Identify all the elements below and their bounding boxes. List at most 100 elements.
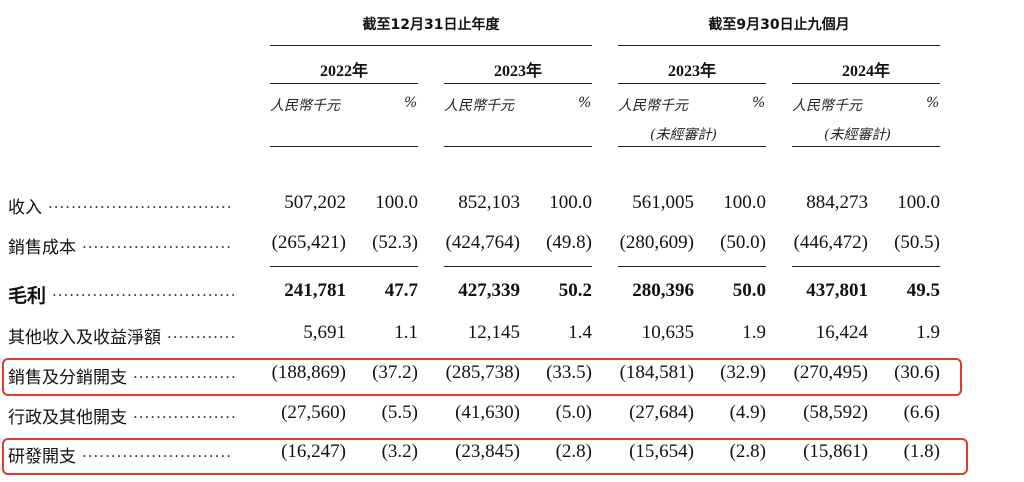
year-header-2023: 2023年 (493, 63, 542, 80)
header-bottom-rule (792, 146, 940, 147)
percent-cell: 50.2 (558, 280, 592, 301)
group-rule-nine-months (618, 45, 940, 46)
amount-cell: (184,581) (619, 362, 694, 383)
percent-cell: 50.0 (732, 280, 766, 301)
amount-cell: 561,005 (632, 192, 694, 213)
subtotal-rule (618, 266, 766, 267)
amount-cell: (23,845) (455, 441, 520, 462)
percent-cell: (32.9) (720, 362, 766, 383)
leader-dots: .................. (133, 364, 237, 382)
unit-label: 人民幣千元 (444, 98, 514, 114)
row-label: 收入 (8, 198, 42, 218)
year-header-2023-nine-months: 2023年 (667, 63, 716, 80)
amount-cell: (41,630) (455, 402, 520, 423)
percent-cell: (2.8) (555, 441, 592, 462)
percent-cell: (49.8) (546, 232, 592, 253)
amount-cell: (280,609) (619, 232, 694, 253)
group-header-fiscal-year: 截至12月31日止年度 (362, 17, 500, 33)
subtotal-rule (444, 266, 592, 267)
row-label: 研發開支 (8, 447, 76, 467)
leader-dots: ................................ (52, 282, 237, 300)
row-label: 行政及其他開支 (8, 408, 127, 428)
unit-label: 人民幣千元 (792, 98, 862, 114)
amount-cell: (16,247) (281, 441, 346, 462)
amount-cell: 437,801 (806, 280, 868, 301)
amount-cell: 10,635 (641, 322, 694, 343)
amount-cell: 507,202 (284, 192, 346, 213)
year-rule (618, 83, 766, 84)
percent-cell: 1.9 (742, 322, 766, 343)
percent-cell: (6.6) (903, 402, 940, 423)
amount-cell: 5,691 (303, 322, 346, 343)
percent-cell: (37.2) (372, 362, 418, 383)
amount-cell: (446,472) (793, 232, 868, 253)
amount-cell: 280,396 (632, 280, 694, 301)
percent-cell: (50.0) (720, 232, 766, 253)
leader-dots: .......................... (82, 443, 232, 461)
leader-dots: .................. (133, 404, 237, 422)
subtotal-rule (270, 266, 418, 267)
year-rule (792, 83, 940, 84)
percent-cell: 100.0 (375, 192, 418, 213)
amount-cell: (27,560) (281, 402, 346, 423)
amount-cell: (265,421) (271, 232, 346, 253)
amount-cell: (285,738) (445, 362, 520, 383)
header-bottom-rule (270, 146, 418, 147)
row-label: 銷售及分銷開支 (8, 368, 127, 388)
row-label: 銷售成本 (8, 238, 76, 258)
amount-cell: 12,145 (467, 322, 520, 343)
header-bottom-rule (444, 146, 592, 147)
highlight-box-rd-expenses (2, 438, 968, 475)
percent-cell: (52.3) (372, 232, 418, 253)
percent-cell: 100.0 (549, 192, 592, 213)
leader-dots: .......................... (82, 234, 232, 252)
amount-cell: 427,339 (458, 280, 520, 301)
group-rule-fiscal-year (270, 45, 592, 46)
percent-cell: (5.5) (381, 402, 418, 423)
percent-cell: 100.0 (897, 192, 940, 213)
unaudited-label: (未經審計) (824, 127, 891, 143)
amount-cell: 16,424 (815, 322, 868, 343)
percent-cell: (50.5) (894, 232, 940, 253)
header-bottom-rule (618, 146, 766, 147)
percent-cell: (33.5) (546, 362, 592, 383)
percent-cell: 1.4 (568, 322, 592, 343)
percent-cell: (3.2) (381, 441, 418, 462)
percent-cell: 49.5 (906, 280, 940, 301)
group-header-nine-months: 截至9月30日止九個月 (708, 17, 850, 33)
pct-label: % (926, 95, 940, 111)
year-header-2022: 2022年 (319, 63, 368, 80)
amount-cell: (58,592) (803, 402, 868, 423)
percent-cell: 100.0 (723, 192, 766, 213)
year-rule (444, 83, 592, 84)
leader-dots: ............ (167, 324, 237, 342)
amount-cell: (424,764) (445, 232, 520, 253)
percent-cell: 47.7 (384, 280, 418, 301)
percent-cell: 1.1 (394, 322, 418, 343)
amount-cell: 884,273 (806, 192, 868, 213)
unit-label: 人民幣千元 (270, 98, 340, 114)
percent-cell: (5.0) (555, 402, 592, 423)
row-label: 毛利 (8, 285, 47, 307)
leader-dots: ................................ (48, 194, 233, 212)
percent-cell: 1.9 (916, 322, 940, 343)
amount-cell: (15,654) (629, 441, 694, 462)
pct-label: % (404, 95, 418, 111)
year-rule (270, 83, 418, 84)
amount-cell: 241,781 (284, 280, 346, 301)
unit-label: 人民幣千元 (618, 98, 688, 114)
percent-cell: (2.8) (729, 441, 766, 462)
year-header-2024-nine-months: 2024年 (841, 63, 890, 80)
pct-label: % (752, 95, 766, 111)
percent-cell: (1.8) (903, 441, 940, 462)
percent-cell: (30.6) (894, 362, 940, 383)
subtotal-rule (792, 266, 940, 267)
amount-cell: (270,495) (793, 362, 868, 383)
percent-cell: (4.9) (729, 402, 766, 423)
amount-cell: 852,103 (458, 192, 520, 213)
unaudited-label: (未經審計) (650, 127, 717, 143)
amount-cell: (15,861) (803, 441, 868, 462)
amount-cell: (188,869) (271, 362, 346, 383)
pct-label: % (578, 95, 592, 111)
row-label: 其他收入及收益淨額 (8, 328, 161, 348)
